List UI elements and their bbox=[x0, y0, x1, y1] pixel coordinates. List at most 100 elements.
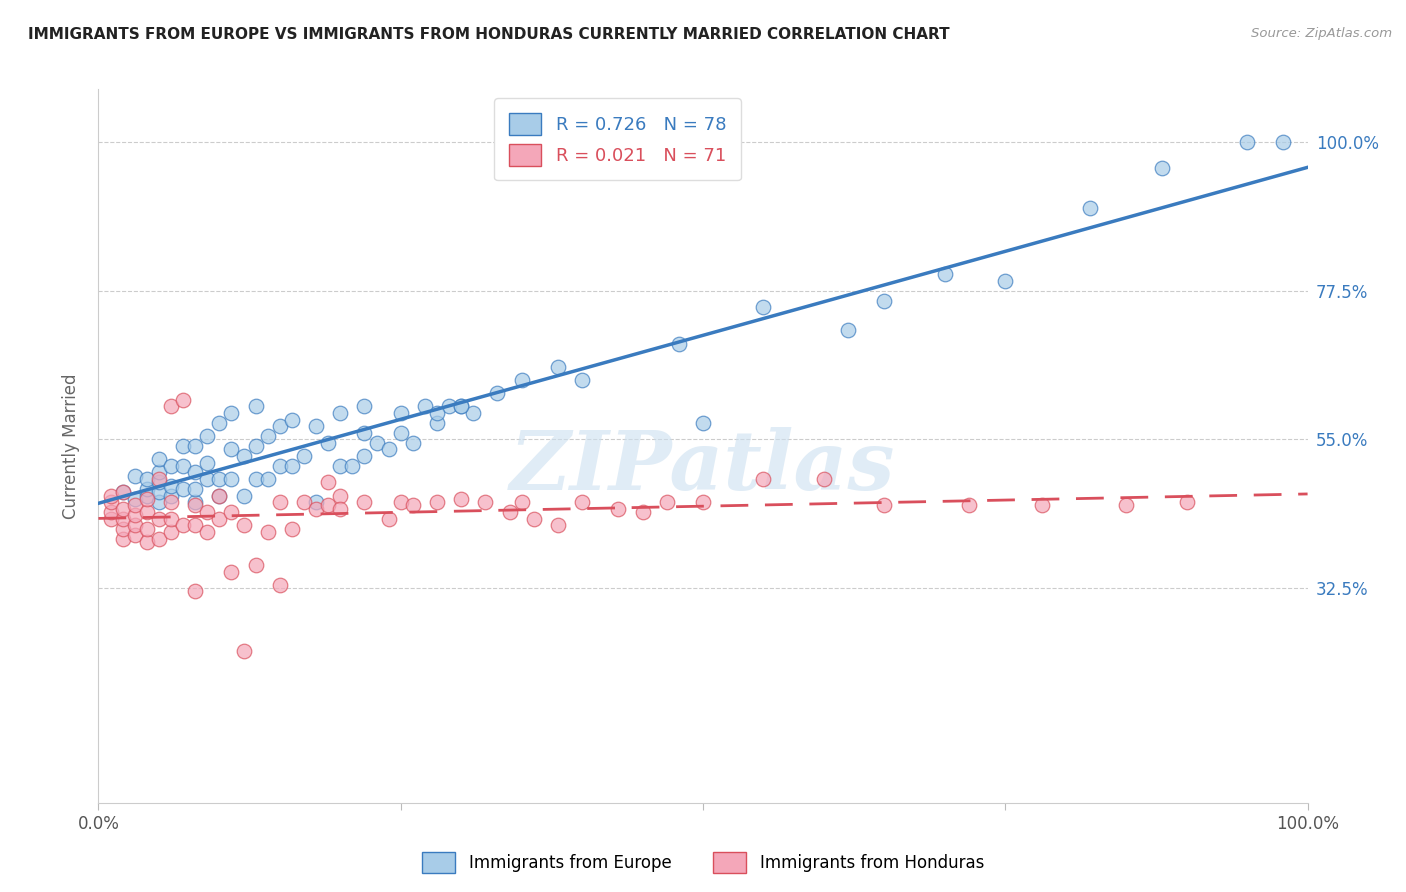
Point bbox=[1272, 135, 1295, 149]
Point bbox=[752, 300, 775, 314]
Point bbox=[329, 501, 352, 516]
Point bbox=[934, 267, 956, 281]
Point bbox=[752, 472, 775, 486]
Point bbox=[571, 373, 593, 387]
Point bbox=[353, 400, 375, 414]
Point bbox=[813, 472, 835, 486]
Point bbox=[135, 534, 157, 549]
Point bbox=[184, 499, 207, 513]
Point bbox=[256, 472, 278, 486]
Point bbox=[342, 458, 364, 473]
Point bbox=[111, 511, 134, 525]
Point bbox=[316, 475, 339, 490]
Point bbox=[486, 386, 509, 401]
Point bbox=[450, 491, 472, 506]
Y-axis label: Currently Married: Currently Married bbox=[62, 373, 80, 519]
Point bbox=[135, 489, 157, 503]
Point bbox=[402, 499, 425, 513]
Point bbox=[184, 482, 207, 496]
Point bbox=[221, 406, 243, 420]
Point bbox=[377, 442, 399, 457]
Point bbox=[413, 400, 436, 414]
Point bbox=[994, 274, 1017, 288]
Point bbox=[269, 578, 291, 592]
Point bbox=[292, 449, 315, 463]
Point bbox=[389, 425, 412, 440]
Point bbox=[281, 458, 304, 473]
Point bbox=[281, 522, 304, 536]
Point bbox=[269, 419, 291, 434]
Text: IMMIGRANTS FROM EUROPE VS IMMIGRANTS FROM HONDURAS CURRENTLY MARRIED CORRELATION: IMMIGRANTS FROM EUROPE VS IMMIGRANTS FRO… bbox=[28, 27, 949, 42]
Point bbox=[269, 458, 291, 473]
Point bbox=[184, 584, 207, 599]
Point bbox=[124, 468, 146, 483]
Point bbox=[655, 495, 678, 509]
Point bbox=[1078, 201, 1101, 215]
Point bbox=[232, 449, 254, 463]
Point bbox=[256, 429, 278, 443]
Point bbox=[221, 472, 243, 486]
Point bbox=[281, 412, 304, 426]
Point bbox=[571, 495, 593, 509]
Point bbox=[148, 485, 170, 500]
Point bbox=[221, 442, 243, 457]
Point bbox=[100, 511, 122, 525]
Point bbox=[353, 495, 375, 509]
Point bbox=[245, 400, 267, 414]
Point bbox=[124, 499, 146, 513]
Point bbox=[510, 373, 533, 387]
Point bbox=[148, 452, 170, 467]
Point bbox=[1175, 495, 1198, 509]
Point bbox=[305, 501, 328, 516]
Point bbox=[389, 406, 412, 420]
Point bbox=[547, 359, 569, 374]
Point bbox=[135, 482, 157, 496]
Point bbox=[631, 505, 654, 519]
Point bbox=[232, 644, 254, 658]
Point bbox=[437, 400, 460, 414]
Point bbox=[124, 528, 146, 542]
Point bbox=[316, 499, 339, 513]
Point bbox=[184, 518, 207, 533]
Point bbox=[292, 495, 315, 509]
Point bbox=[692, 495, 714, 509]
Point bbox=[366, 435, 388, 450]
Point bbox=[100, 489, 122, 503]
Point bbox=[111, 485, 134, 500]
Point bbox=[269, 495, 291, 509]
Point bbox=[232, 518, 254, 533]
Point bbox=[873, 293, 896, 308]
Point bbox=[474, 495, 496, 509]
Point bbox=[135, 505, 157, 519]
Point bbox=[256, 524, 278, 539]
Point bbox=[463, 406, 485, 420]
Point bbox=[245, 439, 267, 453]
Point bbox=[148, 532, 170, 546]
Point bbox=[111, 522, 134, 536]
Point bbox=[245, 472, 267, 486]
Point bbox=[184, 466, 207, 480]
Point bbox=[402, 435, 425, 450]
Point bbox=[450, 400, 472, 414]
Point bbox=[111, 485, 134, 500]
Point bbox=[100, 505, 122, 519]
Point bbox=[195, 456, 218, 470]
Point bbox=[148, 466, 170, 480]
Point bbox=[208, 511, 231, 525]
Point bbox=[607, 501, 630, 516]
Point bbox=[160, 511, 183, 525]
Point bbox=[135, 522, 157, 536]
Point bbox=[329, 406, 352, 420]
Point bbox=[208, 489, 231, 503]
Point bbox=[160, 489, 183, 503]
Legend: Immigrants from Europe, Immigrants from Honduras: Immigrants from Europe, Immigrants from … bbox=[415, 846, 991, 880]
Point bbox=[172, 439, 194, 453]
Point bbox=[184, 439, 207, 453]
Point bbox=[195, 524, 218, 539]
Point bbox=[232, 489, 254, 503]
Point bbox=[837, 323, 859, 337]
Point bbox=[124, 518, 146, 533]
Point bbox=[305, 495, 328, 509]
Point bbox=[221, 565, 243, 579]
Point bbox=[148, 472, 170, 486]
